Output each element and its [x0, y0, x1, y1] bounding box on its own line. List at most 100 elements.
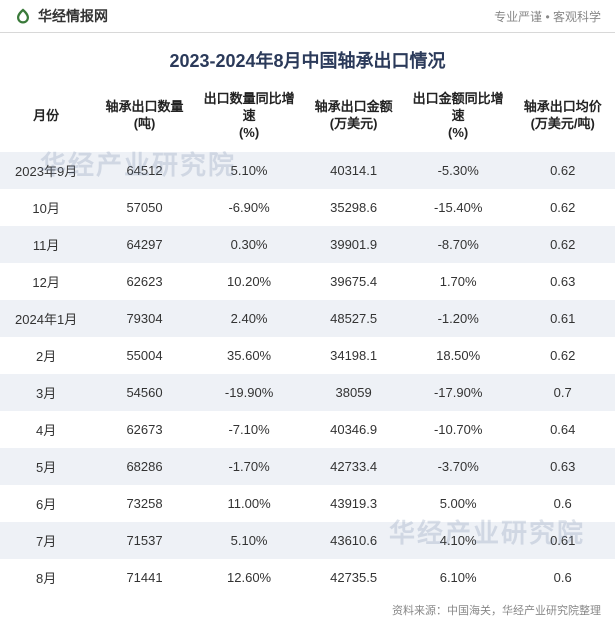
column-header: 出口数量同比增速(%)	[197, 81, 302, 152]
brand: 华经情报网	[14, 6, 108, 26]
table-cell: 35.60%	[197, 337, 302, 374]
page-title: 2023-2024年8月中国轴承出口情况	[0, 33, 615, 81]
table-cell: 10月	[0, 189, 92, 226]
table-cell: 68286	[92, 448, 197, 485]
table-cell: 0.61	[510, 300, 615, 337]
table-cell: 3月	[0, 374, 92, 411]
table-cell: 0.62	[510, 189, 615, 226]
table-cell: -6.90%	[197, 189, 302, 226]
table-cell: -7.10%	[197, 411, 302, 448]
brand-name: 华经情报网	[38, 6, 108, 26]
table-cell: 71537	[92, 522, 197, 559]
table-cell: -8.70%	[406, 226, 511, 263]
table-cell: 4.10%	[406, 522, 511, 559]
table-cell: 5月	[0, 448, 92, 485]
table-cell: 35298.6	[301, 189, 406, 226]
table-cell: 0.62	[510, 226, 615, 263]
table-cell: 1.70%	[406, 263, 511, 300]
table-row: 7月715375.10%43610.64.10%0.61	[0, 522, 615, 559]
table-cell: 73258	[92, 485, 197, 522]
table-row: 3月54560-19.90%38059-17.90%0.7	[0, 374, 615, 411]
table-cell: -17.90%	[406, 374, 511, 411]
table-cell: 40346.9	[301, 411, 406, 448]
table-cell: 62673	[92, 411, 197, 448]
data-table: 月份轴承出口数量(吨)出口数量同比增速(%)轴承出口金额(万美元)出口金额同比增…	[0, 81, 615, 596]
table-header: 月份轴承出口数量(吨)出口数量同比增速(%)轴承出口金额(万美元)出口金额同比增…	[0, 81, 615, 152]
table-cell: 0.64	[510, 411, 615, 448]
table-cell: 0.63	[510, 448, 615, 485]
table-cell: 42733.4	[301, 448, 406, 485]
table-cell: 43610.6	[301, 522, 406, 559]
table-cell: -19.90%	[197, 374, 302, 411]
table-row: 2月5500435.60%34198.118.50%0.62	[0, 337, 615, 374]
table-cell: 43919.3	[301, 485, 406, 522]
table-cell: 18.50%	[406, 337, 511, 374]
table-cell: 4月	[0, 411, 92, 448]
table-cell: 11.00%	[197, 485, 302, 522]
table-cell: 0.7	[510, 374, 615, 411]
header-bar: 华经情报网 专业严谨 • 客观科学	[0, 0, 615, 33]
leaf-icon	[14, 7, 32, 25]
table-cell: 79304	[92, 300, 197, 337]
table-cell: -15.40%	[406, 189, 511, 226]
table-cell: 12.60%	[197, 559, 302, 596]
table-row: 2024年1月793042.40%48527.5-1.20%0.61	[0, 300, 615, 337]
table-cell: 6.10%	[406, 559, 511, 596]
table-row: 6月7325811.00%43919.35.00%0.6	[0, 485, 615, 522]
table-body: 2023年9月645125.10%40314.1-5.30%0.6210月570…	[0, 152, 615, 596]
table-cell: 39675.4	[301, 263, 406, 300]
table-cell: 5.10%	[197, 522, 302, 559]
table-cell: 48527.5	[301, 300, 406, 337]
table-cell: -1.20%	[406, 300, 511, 337]
table-row: 5月68286-1.70%42733.4-3.70%0.63	[0, 448, 615, 485]
table-cell: 11月	[0, 226, 92, 263]
source-text: 资料来源：中国海关，华经产业研究院整理	[0, 596, 615, 618]
table-cell: 57050	[92, 189, 197, 226]
table-row: 11月642970.30%39901.9-8.70%0.62	[0, 226, 615, 263]
table-row: 2023年9月645125.10%40314.1-5.30%0.62	[0, 152, 615, 189]
table-cell: -5.30%	[406, 152, 511, 189]
table-cell: 0.62	[510, 152, 615, 189]
table-cell: 6月	[0, 485, 92, 522]
table-cell: 0.61	[510, 522, 615, 559]
table-cell: 0.62	[510, 337, 615, 374]
table-cell: 55004	[92, 337, 197, 374]
column-header: 月份	[0, 81, 92, 152]
table-cell: 54560	[92, 374, 197, 411]
slogan: 专业严谨 • 客观科学	[494, 8, 601, 25]
table-cell: -3.70%	[406, 448, 511, 485]
table-row: 12月6262310.20%39675.41.70%0.63	[0, 263, 615, 300]
table-cell: 62623	[92, 263, 197, 300]
table-cell: 7月	[0, 522, 92, 559]
column-header: 轴承出口金额(万美元)	[301, 81, 406, 152]
table-cell: 71441	[92, 559, 197, 596]
table-row: 8月7144112.60%42735.56.10%0.6	[0, 559, 615, 596]
table-cell: 64297	[92, 226, 197, 263]
table-cell: -10.70%	[406, 411, 511, 448]
table-cell: 40314.1	[301, 152, 406, 189]
table-cell: 2023年9月	[0, 152, 92, 189]
table-cell: 42735.5	[301, 559, 406, 596]
table-cell: 0.30%	[197, 226, 302, 263]
table-cell: 38059	[301, 374, 406, 411]
table-cell: 39901.9	[301, 226, 406, 263]
table-cell: 0.6	[510, 559, 615, 596]
table-cell: 5.10%	[197, 152, 302, 189]
table-row: 10月57050-6.90%35298.6-15.40%0.62	[0, 189, 615, 226]
table-cell: 2月	[0, 337, 92, 374]
column-header: 出口金额同比增速(%)	[406, 81, 511, 152]
table-cell: 2024年1月	[0, 300, 92, 337]
column-header: 轴承出口数量(吨)	[92, 81, 197, 152]
table-row: 4月62673-7.10%40346.9-10.70%0.64	[0, 411, 615, 448]
table-cell: 10.20%	[197, 263, 302, 300]
table-cell: 0.6	[510, 485, 615, 522]
table-cell: -1.70%	[197, 448, 302, 485]
column-header: 轴承出口均价(万美元/吨)	[510, 81, 615, 152]
table-cell: 5.00%	[406, 485, 511, 522]
table-cell: 12月	[0, 263, 92, 300]
table-cell: 64512	[92, 152, 197, 189]
table-cell: 8月	[0, 559, 92, 596]
table-cell: 34198.1	[301, 337, 406, 374]
table-cell: 0.63	[510, 263, 615, 300]
table-cell: 2.40%	[197, 300, 302, 337]
